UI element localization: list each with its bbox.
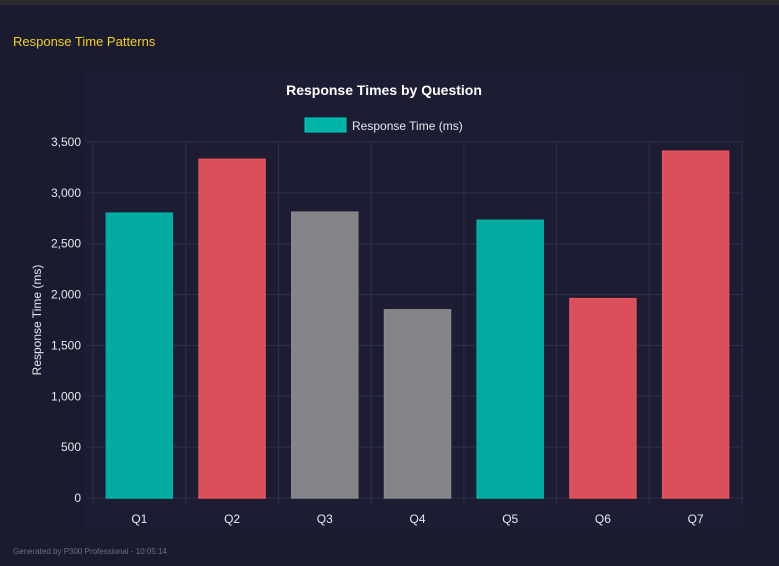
- bar-q4: [383, 309, 452, 499]
- y-tick-label: 1,500: [51, 338, 81, 352]
- x-tick-label: Q2: [224, 512, 240, 526]
- y-tick-label: 3,500: [51, 135, 81, 149]
- footer-text: Generated by P300 Professional - 10:05:1…: [13, 547, 167, 556]
- window-top-bar: [0, 0, 779, 5]
- section-title: Response Time Patterns: [13, 34, 156, 49]
- y-tick-label: 1,000: [51, 389, 81, 403]
- y-tick-label: 2,500: [51, 237, 81, 251]
- chart-title: Response Times by Question: [286, 82, 482, 98]
- bar-q1: [105, 212, 174, 499]
- y-tick-label: 0: [74, 491, 81, 505]
- y-tick-label: 500: [61, 440, 81, 454]
- bar-q6: [569, 297, 637, 499]
- y-tick-label: 2,000: [51, 288, 81, 302]
- bar-q7: [661, 150, 730, 499]
- bar-q2: [198, 158, 266, 499]
- y-tick-label: 3,000: [51, 186, 81, 200]
- x-tick-label: Q5: [502, 512, 518, 526]
- legend-label: Response Time (ms): [352, 119, 463, 133]
- x-tick-label: Q1: [131, 512, 147, 526]
- bar-q3: [291, 211, 359, 499]
- x-tick-label: Q3: [317, 512, 333, 526]
- bar-q5: [476, 219, 544, 499]
- x-tick-label: Q7: [688, 512, 704, 526]
- x-tick-label: Q6: [595, 512, 611, 526]
- y-axis-label: Response Time (ms): [30, 265, 44, 376]
- x-tick-label: Q4: [409, 512, 425, 526]
- legend-swatch: [304, 117, 347, 133]
